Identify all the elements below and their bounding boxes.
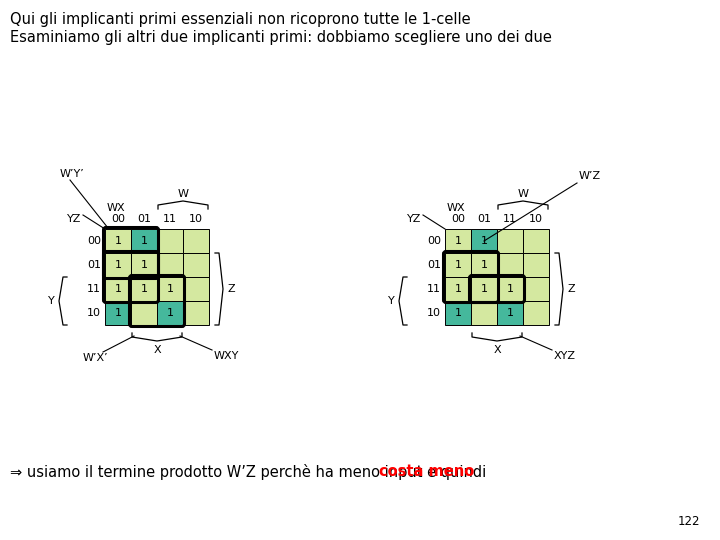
Text: 1: 1 (140, 260, 148, 270)
Text: 1: 1 (114, 284, 122, 294)
Text: X: X (153, 345, 161, 355)
Bar (523, 277, 549, 301)
Text: 1: 1 (454, 284, 462, 294)
Bar (157, 301, 183, 325)
Text: 11: 11 (427, 284, 441, 294)
Text: W: W (178, 189, 189, 199)
Bar (131, 253, 157, 277)
Text: Z: Z (227, 284, 235, 294)
Text: WXY: WXY (214, 351, 239, 361)
Bar (445, 229, 471, 253)
Text: 1: 1 (140, 284, 148, 294)
Bar (183, 253, 209, 277)
Bar (445, 253, 471, 277)
Bar (105, 301, 131, 325)
Text: 122: 122 (678, 515, 700, 528)
Text: 00: 00 (451, 214, 465, 224)
Bar (471, 253, 497, 277)
Bar (183, 277, 209, 301)
Text: 1: 1 (114, 308, 122, 318)
Bar (497, 301, 523, 325)
Text: X: X (493, 345, 501, 355)
Bar (157, 253, 183, 277)
Text: XYZ: XYZ (554, 351, 576, 361)
Bar (157, 277, 183, 301)
Text: 10: 10 (189, 214, 203, 224)
Text: WX: WX (107, 203, 125, 213)
Bar (157, 229, 183, 253)
Bar (471, 301, 497, 325)
Text: W’X’: W’X’ (82, 353, 108, 363)
Text: 1: 1 (454, 260, 462, 270)
Bar (131, 301, 157, 325)
Bar (131, 277, 157, 301)
Text: 01: 01 (87, 260, 101, 270)
Text: 00: 00 (427, 236, 441, 246)
Bar (105, 277, 131, 301)
Bar (131, 229, 157, 253)
Text: 1: 1 (140, 236, 148, 246)
Text: 01: 01 (137, 214, 151, 224)
Bar (445, 277, 471, 301)
Text: 1: 1 (114, 236, 122, 246)
Text: 11: 11 (163, 214, 177, 224)
Text: 00: 00 (111, 214, 125, 224)
Bar (523, 229, 549, 253)
Text: W’Y’: W’Y’ (60, 169, 85, 179)
Bar (497, 229, 523, 253)
Bar (523, 301, 549, 325)
Text: Y: Y (48, 296, 55, 306)
Text: 1: 1 (166, 284, 174, 294)
Text: 10: 10 (427, 308, 441, 318)
Text: 1: 1 (506, 308, 513, 318)
Text: Qui gli implicanti primi essenziali non ricoprono tutte le 1-celle: Qui gli implicanti primi essenziali non … (10, 12, 471, 27)
Bar (183, 229, 209, 253)
Bar (471, 229, 497, 253)
Text: 11: 11 (503, 214, 517, 224)
Text: 01: 01 (477, 214, 491, 224)
Text: 10: 10 (87, 308, 101, 318)
Text: 1: 1 (454, 236, 462, 246)
Text: YZ: YZ (67, 214, 81, 224)
Text: 1: 1 (114, 260, 122, 270)
Text: Z: Z (567, 284, 575, 294)
Bar (183, 301, 209, 325)
Text: 10: 10 (529, 214, 543, 224)
Bar (471, 277, 497, 301)
Text: 1: 1 (480, 236, 487, 246)
Text: ⇒ usiamo il termine prodotto W’Z perchè ha meno input e quindi: ⇒ usiamo il termine prodotto W’Z perchè … (10, 464, 491, 480)
Text: W: W (518, 189, 528, 199)
Bar (497, 253, 523, 277)
Bar (523, 253, 549, 277)
Text: 1: 1 (454, 308, 462, 318)
Text: Y: Y (388, 296, 395, 306)
Bar (497, 277, 523, 301)
Text: 00: 00 (87, 236, 101, 246)
Text: costa meno: costa meno (379, 464, 474, 480)
Text: W’Z: W’Z (579, 171, 601, 181)
Bar (105, 229, 131, 253)
Text: 1: 1 (480, 260, 487, 270)
Text: 1: 1 (480, 284, 487, 294)
Text: 1: 1 (166, 308, 174, 318)
Text: YZ: YZ (407, 214, 421, 224)
Text: Esaminiamo gli altri due implicanti primi: dobbiamo scegliere uno dei due: Esaminiamo gli altri due implicanti prim… (10, 30, 552, 45)
Text: 1: 1 (506, 284, 513, 294)
Bar (105, 253, 131, 277)
Text: WX: WX (447, 203, 466, 213)
Text: 11: 11 (87, 284, 101, 294)
Bar (445, 301, 471, 325)
Text: 01: 01 (427, 260, 441, 270)
